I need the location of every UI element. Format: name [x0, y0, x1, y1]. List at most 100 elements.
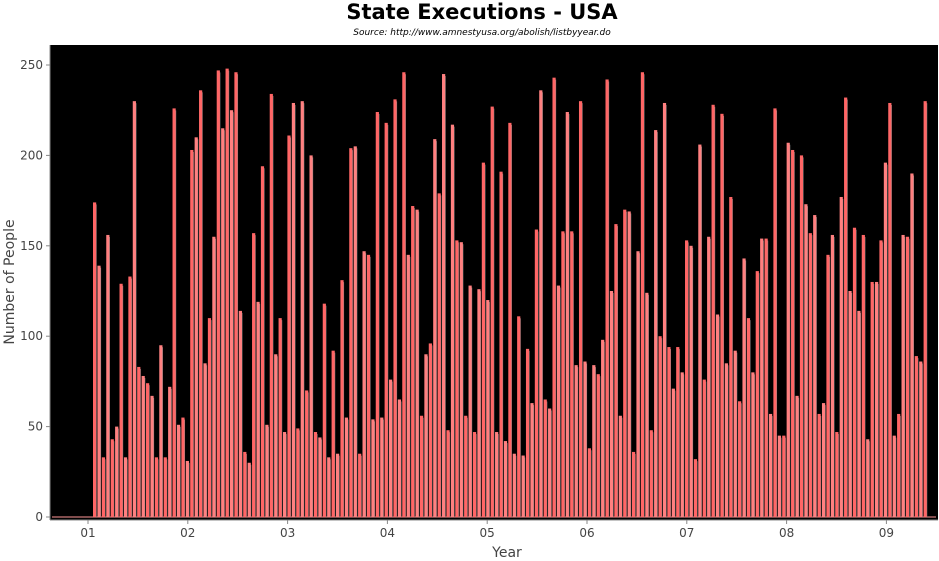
bar	[848, 291, 852, 517]
bar	[353, 146, 357, 518]
bar	[442, 74, 446, 517]
bar	[331, 350, 335, 517]
bar	[464, 415, 468, 517]
bar	[799, 155, 804, 517]
x-tick-label: 08	[779, 526, 794, 540]
bar	[817, 413, 821, 517]
y-tick-label: 250	[20, 58, 43, 72]
bar	[282, 432, 287, 517]
bar	[614, 224, 618, 517]
bar	[154, 457, 159, 517]
bar	[384, 122, 388, 517]
bar	[481, 162, 485, 517]
bar	[556, 285, 561, 517]
bar	[910, 173, 914, 518]
bar	[587, 448, 591, 517]
bar	[265, 424, 269, 517]
bar	[190, 149, 194, 517]
bar	[207, 318, 212, 517]
bar	[256, 301, 260, 517]
bar	[808, 233, 812, 518]
bar	[446, 430, 450, 517]
bar	[733, 350, 737, 517]
bar	[645, 292, 649, 517]
x-axis: 01 02 03 04 05 06 07 08 09	[50, 519, 938, 540]
bar	[225, 68, 229, 517]
bar	[199, 90, 203, 517]
bar	[609, 291, 614, 517]
bar	[371, 419, 375, 517]
bar	[287, 135, 291, 517]
bar	[561, 231, 565, 517]
bar	[698, 144, 702, 517]
bar	[724, 363, 728, 517]
bar	[229, 110, 234, 517]
bar	[866, 439, 870, 517]
bar	[879, 240, 883, 517]
bar	[618, 415, 622, 517]
bar	[278, 318, 282, 517]
bar	[428, 343, 432, 517]
bar	[274, 354, 278, 517]
bar	[539, 90, 543, 517]
bar	[530, 403, 534, 517]
bar	[366, 254, 371, 517]
bar	[773, 108, 777, 517]
bar	[216, 70, 220, 517]
bar	[146, 383, 150, 517]
bar	[128, 276, 132, 517]
x-tick-label: 03	[280, 526, 295, 540]
bar	[181, 417, 185, 517]
bar	[455, 240, 459, 517]
bar	[508, 122, 512, 517]
bar	[534, 229, 538, 517]
bar	[495, 432, 499, 517]
bar	[234, 72, 238, 518]
bar	[720, 113, 724, 517]
x-tick-label: 07	[679, 526, 694, 540]
bar	[782, 435, 786, 517]
chart-subtitle: Source: http://www.amnestyusa.org/abolis…	[353, 28, 611, 38]
bar	[649, 430, 653, 517]
bar	[512, 453, 516, 517]
x-tick-label: 09	[879, 526, 894, 540]
bar	[106, 234, 110, 517]
bar	[888, 102, 892, 517]
bar	[601, 339, 605, 517]
bar	[397, 399, 402, 517]
bar	[751, 372, 755, 517]
bar	[358, 453, 362, 517]
bar	[760, 238, 764, 517]
bar	[459, 242, 463, 517]
bar	[93, 202, 97, 517]
bar	[605, 79, 609, 518]
bar	[592, 365, 596, 517]
bar	[596, 374, 600, 517]
bar	[844, 97, 848, 517]
bar	[163, 457, 167, 517]
bar	[658, 336, 662, 517]
bar	[380, 417, 384, 517]
bar	[472, 432, 477, 517]
bar	[715, 314, 720, 517]
bar	[243, 451, 247, 517]
bar	[419, 415, 424, 517]
bar	[919, 361, 923, 517]
bar	[627, 211, 631, 517]
bar	[755, 271, 759, 517]
bar	[702, 379, 706, 517]
bar	[777, 435, 781, 517]
bar	[830, 234, 834, 517]
y-axis: 0 50 100 150 200 250	[20, 45, 51, 524]
bar	[340, 280, 344, 517]
bar	[185, 460, 189, 517]
chart-title: State Executions - USA	[346, 0, 618, 24]
bar	[640, 72, 645, 518]
bar	[402, 72, 406, 518]
bar	[238, 310, 242, 517]
bar	[835, 432, 839, 517]
bar	[486, 300, 490, 517]
bar	[892, 435, 896, 517]
x-tick-label: 01	[80, 526, 95, 540]
bar	[291, 102, 295, 517]
